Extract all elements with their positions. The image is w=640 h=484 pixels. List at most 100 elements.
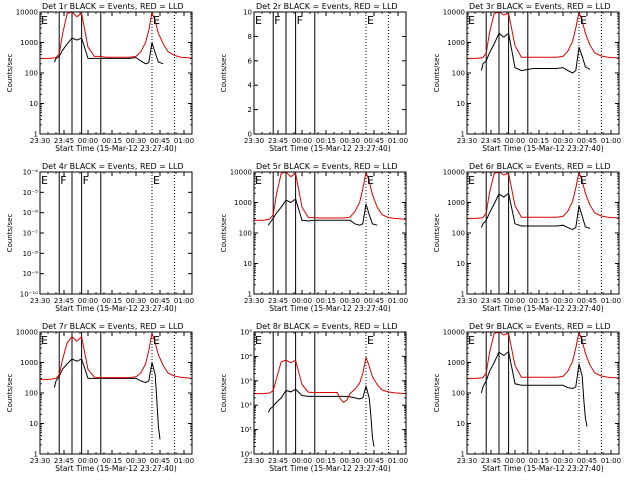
y-axis-label: Counts/sec — [433, 214, 441, 253]
y-tick-label: 10 — [243, 260, 252, 268]
x-tick-label: 23:45 — [481, 137, 501, 145]
flag-label: F — [297, 14, 303, 27]
x-tick-label: 00:30 — [340, 297, 360, 305]
x-tick-label: 00:30 — [340, 137, 360, 145]
chart-panel-det1: Det 1r BLACK = Events, RED = LLD E E 1 10 100… — [6, 2, 194, 153]
plot-frame — [39, 331, 193, 455]
chart-title: Det 9r BLACK = Events, RED = LLD — [469, 322, 611, 331]
x-tick-label: 00:45 — [150, 457, 170, 465]
y-tick-label: 10⁻⁹ — [23, 270, 39, 278]
series-line-lld — [254, 172, 406, 221]
x-tick-label: 23:45 — [268, 137, 288, 145]
flag-label: F — [83, 174, 89, 187]
y-axis-label: Counts/sec — [220, 214, 228, 253]
flag-label: E — [580, 14, 587, 27]
x-axis-label: Start Time (15-Mar-12 23:27:40) — [55, 464, 177, 473]
y-axis-label: Counts/sec — [6, 54, 14, 93]
x-tick-label: 00:00 — [78, 137, 98, 145]
y-tick-label: 10 — [29, 420, 38, 428]
x-tick-label: 01:00 — [601, 137, 621, 145]
y-tick-label: 10⁻⁴ — [23, 169, 39, 177]
x-tick-label: 00:30 — [126, 297, 146, 305]
plot-frame — [253, 11, 407, 135]
x-tick-label: 23:45 — [54, 137, 74, 145]
flag-label: E — [468, 14, 475, 27]
x-tick-label: 00:30 — [340, 457, 360, 465]
x-axis-label: Start Time (15-Mar-12 23:27:40) — [269, 304, 391, 313]
y-axis-label: Counts/sec — [220, 374, 228, 413]
x-tick-label: 00:00 — [292, 457, 312, 465]
y-tick-label: 10 — [29, 100, 38, 108]
x-axis-label: Start Time (15-Mar-12 23:27:40) — [269, 144, 391, 153]
x-tick-label: 00:00 — [78, 457, 98, 465]
y-tick-label: 1 — [248, 291, 252, 299]
flag-label: E — [153, 334, 160, 347]
series-line-lld — [467, 12, 619, 59]
x-tick-label: 01:00 — [174, 137, 194, 145]
x-tick-label: 23:30 — [30, 457, 50, 465]
y-tick-label: 10000 — [443, 9, 465, 17]
x-tick-label: 00:45 — [577, 457, 597, 465]
y-axis-label: Counts/sec — [433, 374, 441, 413]
series-line-events — [480, 32, 591, 74]
x-tick-label: 01:00 — [174, 297, 194, 305]
x-tick-label: 00:00 — [292, 297, 312, 305]
flag-label: E — [41, 174, 48, 187]
flag-label: E — [468, 334, 475, 347]
series-line-events — [480, 192, 591, 231]
flag-label: E — [255, 174, 262, 187]
y-tick-label: 10⁻⁵ — [23, 189, 39, 197]
y-tick-label: 10¹ — [240, 426, 252, 434]
chart-panel-det8: Det 8r BLACK = Events, RED = LLD E E 10⁰ 10¹… — [220, 322, 408, 473]
y-axis-label: Counts/sec — [6, 374, 14, 413]
y-tick-label: 10000 — [16, 329, 38, 337]
x-tick-label: 00:45 — [364, 297, 384, 305]
y-tick-label: 1 — [34, 131, 38, 139]
chart-title: Det 5r BLACK = Events, RED = LLD — [256, 162, 398, 171]
x-tick-label: 01:00 — [601, 297, 621, 305]
series-line-events — [267, 384, 375, 447]
plot-frame — [39, 171, 193, 295]
flag-label: E — [367, 334, 374, 347]
y-tick-label: 100 — [452, 390, 465, 398]
series-line-lld — [40, 12, 192, 59]
y-tick-label: 10000 — [16, 9, 38, 17]
x-tick-label: 00:45 — [577, 137, 597, 145]
series-line-lld — [467, 172, 619, 219]
flag-label: E — [153, 14, 160, 27]
x-axis-label: Start Time (15-Mar-12 23:27:40) — [55, 144, 177, 153]
chart-title: Det 7r BLACK = Events, RED = LLD — [42, 322, 184, 331]
y-tick-label: 10⁻⁶ — [23, 209, 39, 217]
x-tick-label: 00:30 — [553, 457, 573, 465]
x-tick-label: 23:45 — [54, 457, 74, 465]
x-tick-label: 23:30 — [244, 457, 264, 465]
y-tick-label: 10 — [456, 260, 465, 268]
x-axis-label: Start Time (15-Mar-12 23:27:40) — [482, 464, 604, 473]
x-axis-label: Start Time (15-Mar-12 23:27:40) — [55, 304, 177, 313]
chart-panel-det3: Det 3r BLACK = Events, RED = LLD E E 1 10 100… — [433, 2, 621, 153]
x-tick-label: 00:00 — [505, 137, 525, 145]
flag-label: E — [580, 334, 587, 347]
flag-label: E — [255, 14, 262, 27]
x-tick-label: 00:00 — [292, 137, 312, 145]
x-tick-label: 23:30 — [457, 297, 477, 305]
flag-label: E — [41, 14, 48, 27]
flag-label: E — [468, 174, 475, 187]
y-tick-label: 10⁰ — [240, 451, 252, 459]
y-tick-label: 100 — [25, 390, 38, 398]
x-tick-label: 01:00 — [388, 297, 408, 305]
y-tick-label: 1 — [34, 451, 38, 459]
y-tick-label: 10000 — [443, 329, 465, 337]
series-line-events — [53, 37, 164, 65]
y-tick-label: 1000 — [447, 359, 465, 367]
flag-label: F — [274, 14, 280, 27]
x-tick-label: 00:15 — [529, 137, 549, 145]
series-line-events — [267, 198, 378, 226]
x-tick-label: 00:30 — [553, 137, 573, 145]
chart-panel-det5: Det 5r BLACK = Events, RED = LLD E E 1 10 100… — [220, 162, 408, 313]
y-tick-label: 6 — [248, 57, 253, 65]
y-tick-label: 10 — [243, 9, 252, 17]
y-tick-label: 10000 — [230, 169, 252, 177]
y-axis-label: Counts/sec — [6, 214, 14, 253]
